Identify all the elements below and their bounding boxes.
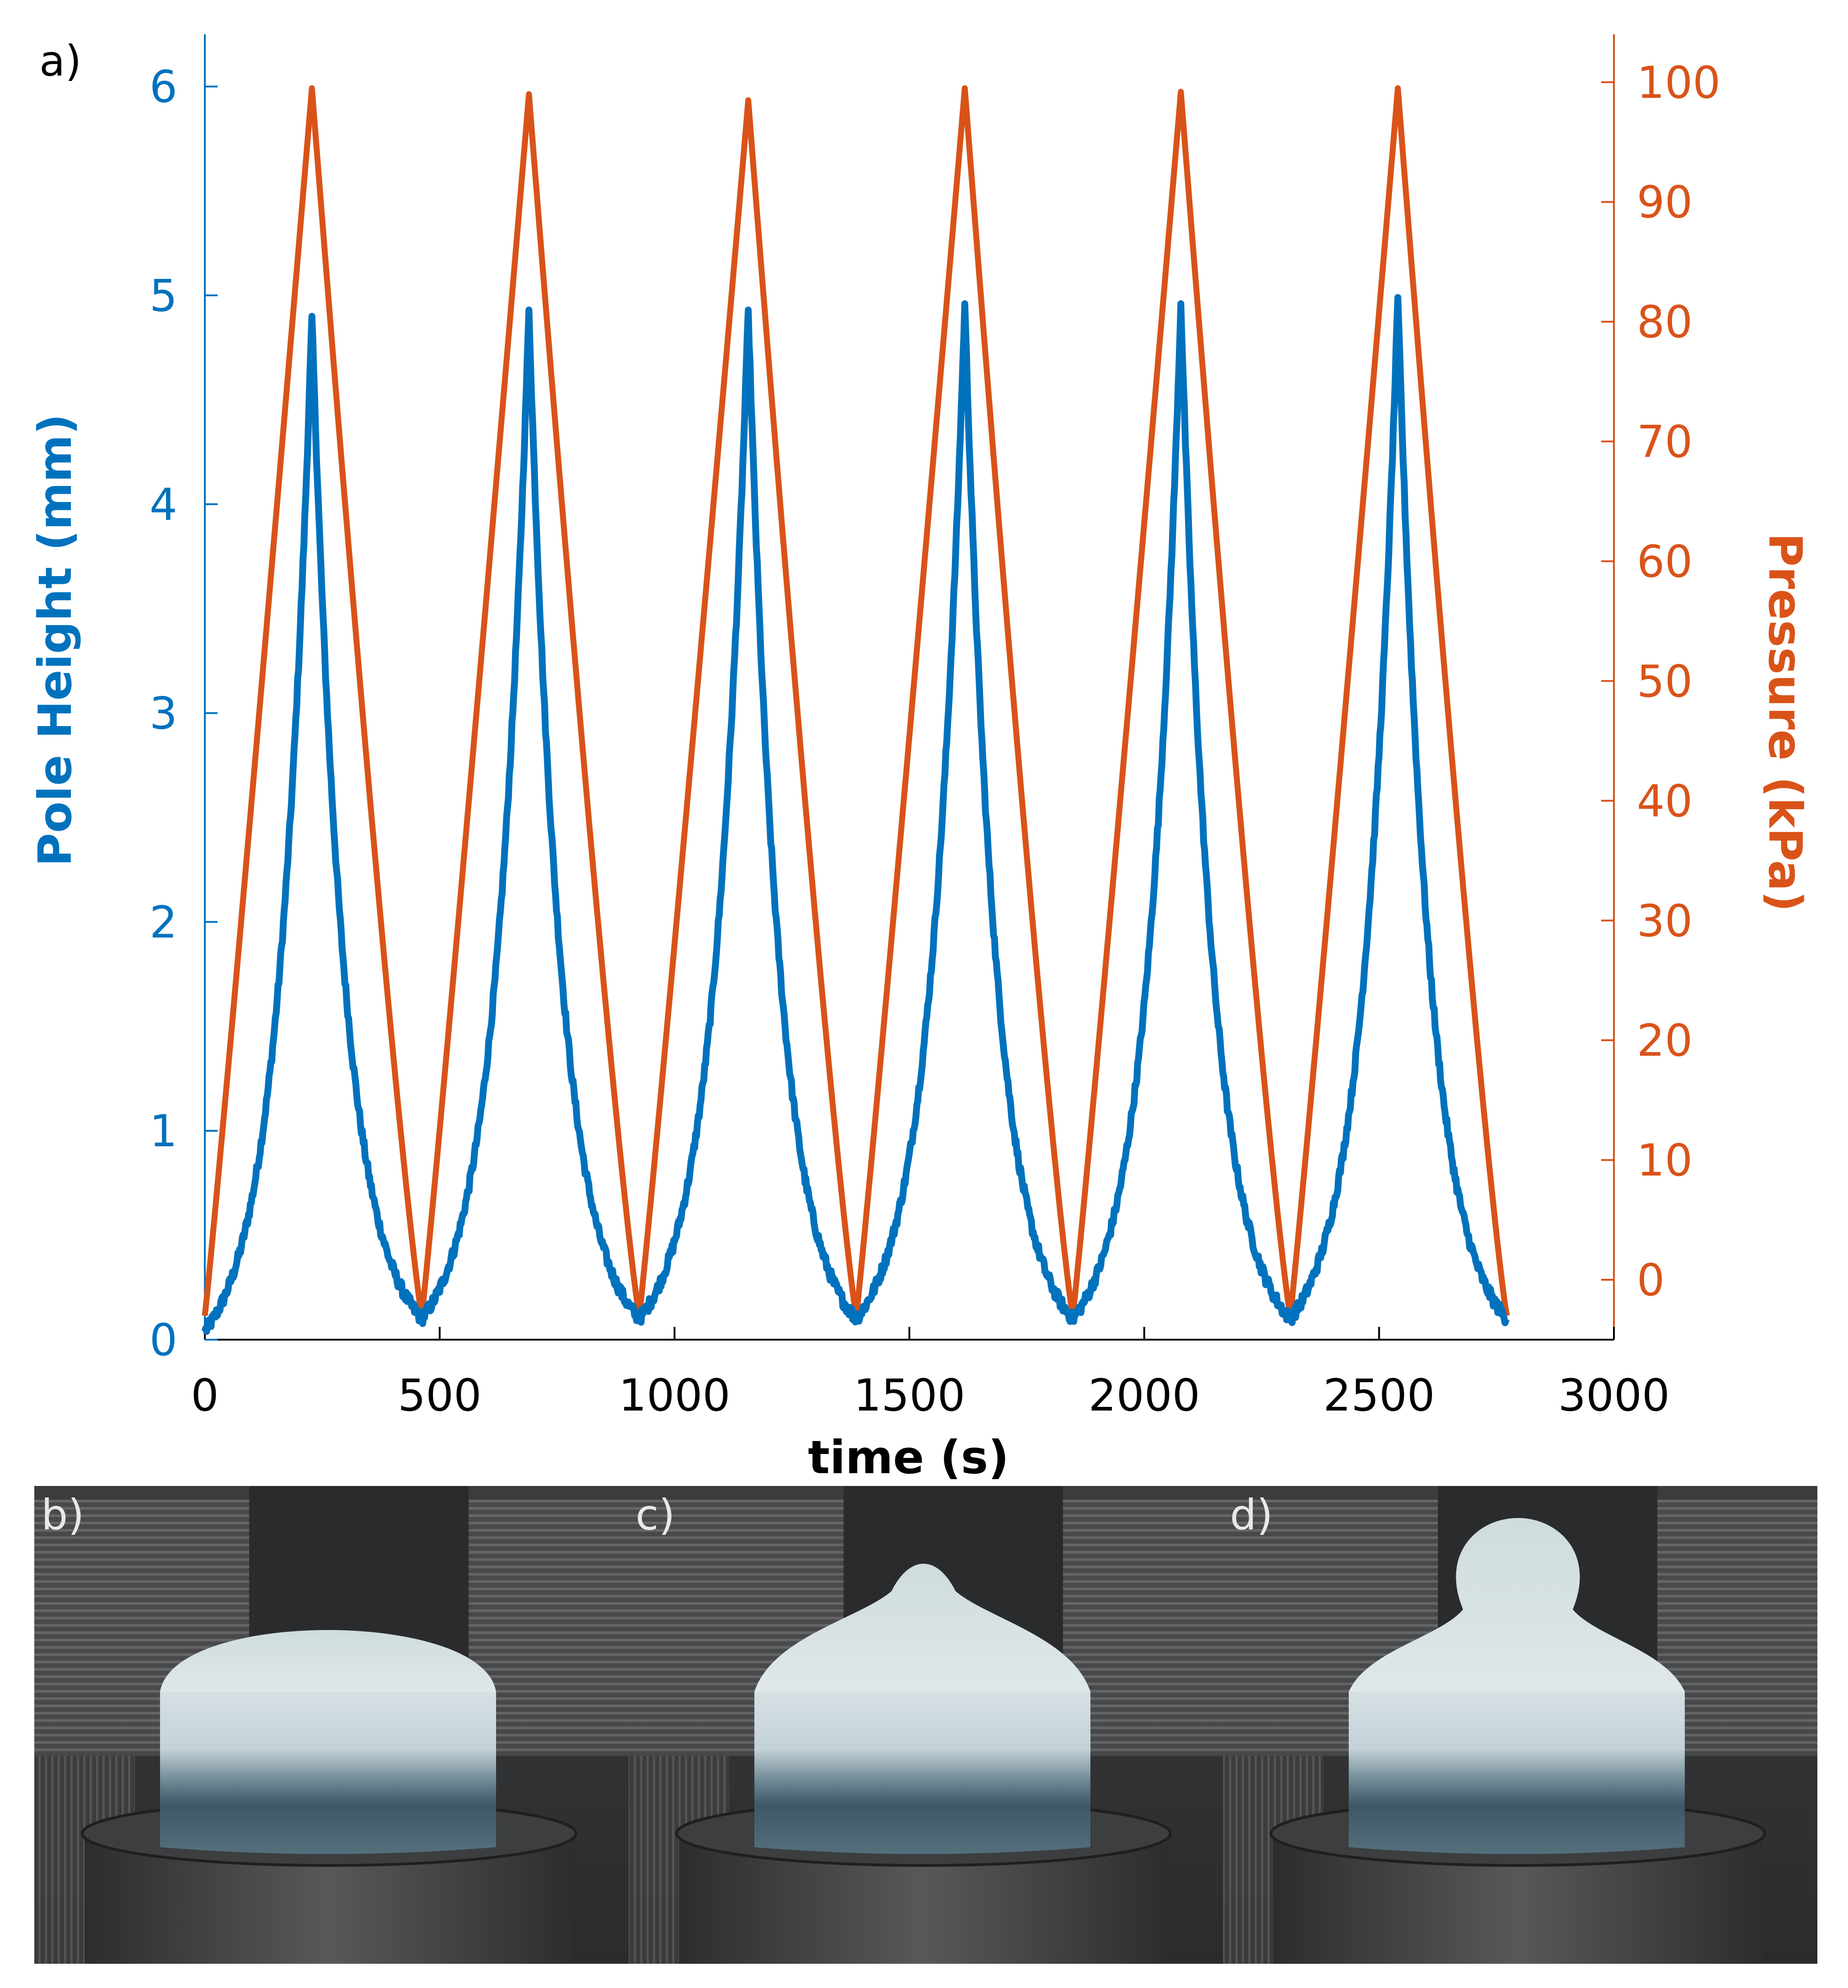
y-left-tick-label: 2 (150, 897, 177, 948)
y-right-tick-label: 100 (1637, 57, 1720, 108)
y-left-ticks: 0 1 2 3 4 5 6 (150, 61, 218, 1366)
y-right-tick-label: 10 (1637, 1135, 1693, 1186)
x-tick-label: 2500 (1323, 1370, 1435, 1421)
y-right-tick-label: 90 (1637, 177, 1693, 228)
actuator-dome (754, 1564, 1090, 1692)
y-right-tick-label: 30 (1637, 895, 1693, 946)
y-left-axis-label: Pole Height (mm) (28, 414, 82, 866)
y-right-tick-label: 40 (1637, 775, 1693, 827)
y-right-tick-label: 70 (1637, 417, 1693, 468)
x-tick-label: 3000 (1558, 1370, 1670, 1421)
photo-strip: b) c) d) (34, 1486, 1817, 1964)
y-left-tick-label: 1 (150, 1106, 177, 1157)
panel-label-a: a) (39, 37, 81, 86)
photo-panel-b: b) (34, 1486, 629, 1964)
actuator-body (160, 1692, 496, 1854)
y-right-ticks: 0 10 20 30 40 50 60 70 80 90 100 (1601, 57, 1720, 1306)
y-left-tick-label: 5 (150, 270, 177, 321)
chart: a) 0 500 1000 1500 2000 2500 3000 0 1 2 3 4 5 6 0 10 2… (28, 34, 1812, 1484)
y-left-tick-label: 6 (150, 61, 177, 112)
y-right-axis-label: Pressure (kPa) (1758, 533, 1812, 912)
y-right-tick-label: 50 (1637, 656, 1693, 707)
panel-label-d: d) (1230, 1491, 1273, 1539)
x-tick-label: 1000 (619, 1370, 730, 1421)
x-tick-label: 2000 (1089, 1370, 1200, 1421)
x-tick-label: 1500 (854, 1370, 965, 1421)
x-ticks: 0 500 1000 1500 2000 2500 3000 (191, 1327, 1670, 1421)
actuator-body (1349, 1692, 1685, 1854)
y-left-tick-label: 4 (150, 479, 177, 530)
actuator-dome (160, 1630, 496, 1692)
y-right-tick-label: 0 (1637, 1255, 1665, 1306)
panel-label-c: c) (636, 1491, 675, 1539)
series-lines (201, 85, 1510, 1335)
y-left-tick-label: 3 (150, 688, 177, 739)
x-axis-label: time (s) (808, 1431, 1009, 1484)
y-left-tick-label: 0 (150, 1315, 177, 1366)
y-right-tick-label: 60 (1637, 536, 1693, 587)
photo-panel-c: c) (629, 1486, 1223, 1964)
photo-panel-d: d) (1223, 1486, 1817, 1964)
series-pole-height-line (201, 294, 1510, 1335)
series-pressure-line (202, 85, 1510, 1319)
x-tick-label: 500 (398, 1370, 481, 1421)
panel-label-b: b) (41, 1491, 84, 1539)
actuator-dome (1349, 1518, 1685, 1692)
actuator-body (754, 1692, 1090, 1854)
x-tick-label: 0 (191, 1370, 219, 1421)
y-right-tick-label: 80 (1637, 297, 1693, 348)
y-right-tick-label: 20 (1637, 1015, 1693, 1066)
